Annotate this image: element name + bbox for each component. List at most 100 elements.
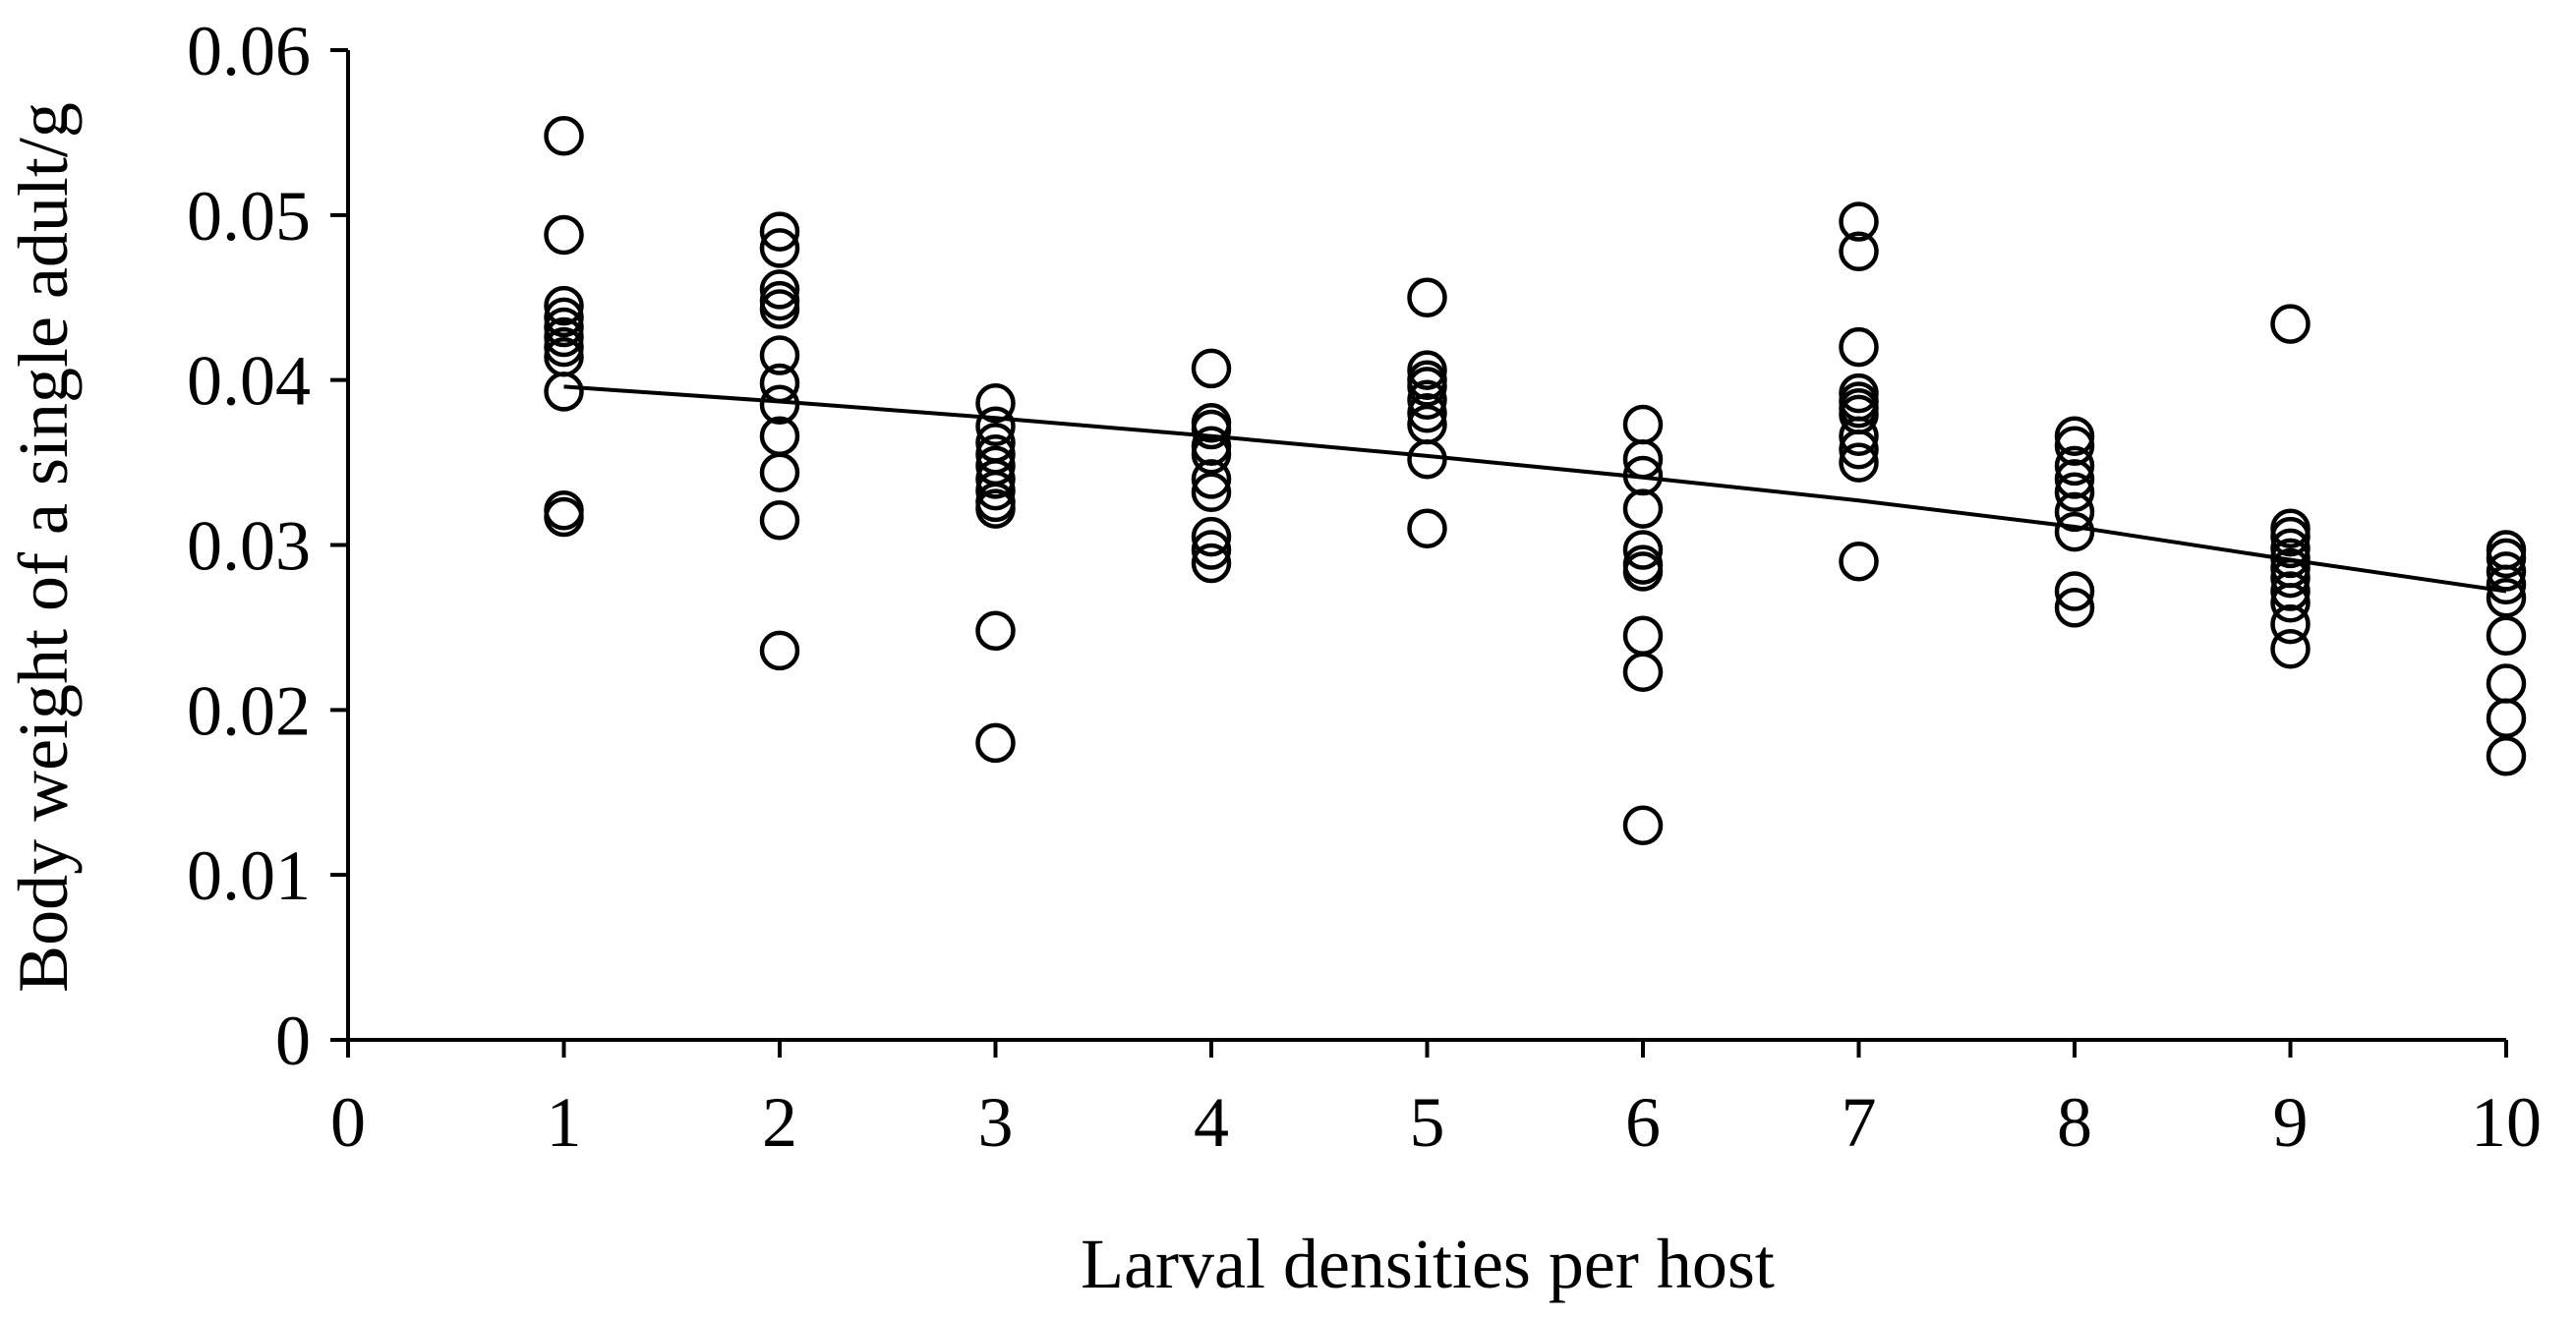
data-point: [2054, 571, 2095, 611]
data-point: [544, 285, 584, 326]
x-tick-label: 9: [2273, 1083, 2309, 1162]
data-point: [1839, 326, 1879, 368]
data-point: [2270, 571, 2311, 611]
data-point: [759, 228, 800, 268]
data-point: [1191, 348, 1232, 389]
data-point: [1407, 350, 1447, 390]
data-point: [2054, 445, 2095, 487]
data-point: [1622, 455, 1664, 496]
data-point: [1622, 615, 1664, 657]
data-point: [2054, 588, 2095, 628]
data-point: [1839, 542, 1879, 582]
data-point: [2270, 628, 2311, 669]
data-point: [1191, 543, 1232, 584]
data-point: [544, 496, 584, 538]
y-tick-label: 0.06: [187, 12, 311, 90]
data-point: [1622, 404, 1664, 445]
data-point: [1407, 367, 1447, 407]
data-point: [1839, 416, 1879, 456]
data-point: [1839, 442, 1879, 483]
x-tick-label: 8: [2057, 1083, 2092, 1162]
data-point: [1622, 805, 1664, 846]
data-point: [2054, 511, 2095, 552]
data-point: [1622, 438, 1664, 480]
data-point: [2054, 491, 2095, 533]
data-point: [544, 326, 584, 368]
y-tick-label: 0.03: [187, 507, 311, 586]
x-tick-label: 1: [547, 1083, 582, 1162]
data-point: [759, 269, 800, 310]
data-point: [2486, 615, 2527, 657]
data-point: [2486, 663, 2527, 704]
data-point: [1191, 472, 1232, 513]
data-point: [975, 610, 1016, 652]
data-point: [1407, 508, 1447, 548]
data-point: [2270, 538, 2311, 579]
y-tick-label: 0: [275, 1002, 311, 1080]
data-point: [2270, 528, 2311, 569]
data-point: [759, 363, 800, 404]
data-point: [759, 452, 800, 492]
x-tick-label: 6: [1625, 1083, 1661, 1162]
data-point: [2270, 557, 2311, 599]
data-point: [544, 316, 584, 358]
x-tick-label: 4: [1194, 1083, 1229, 1162]
data-point: [1622, 551, 1664, 592]
data-point: [2054, 426, 2095, 467]
data-point: [1407, 392, 1447, 433]
data-point: [1407, 379, 1447, 421]
x-axis-title: Larval densities per host: [1081, 1225, 1775, 1303]
data-point: [2486, 698, 2527, 738]
data-point: [544, 116, 584, 156]
trendline: [563, 384, 2507, 594]
data-point: [544, 297, 584, 338]
data-point: [1191, 530, 1232, 570]
data-point: [975, 459, 1016, 499]
data-point: [975, 382, 1016, 424]
data-point: [975, 722, 1016, 764]
y-axis-title: Body weight of a single adult/g: [4, 102, 83, 993]
data-point: [2270, 603, 2311, 645]
y-tick-label: 0.05: [187, 177, 311, 256]
data-point: [2486, 736, 2527, 776]
data-point: [975, 406, 1016, 446]
data-point: [2486, 551, 2527, 592]
data-point: [1622, 652, 1664, 692]
data-point: [975, 488, 1016, 529]
data-point: [759, 211, 800, 252]
data-point: [1839, 231, 1879, 272]
data-point: [2054, 416, 2095, 456]
data-point: [2270, 516, 2311, 557]
axis-ticks: 0 1 2 3 4 5 6 7 8 9 10 0 0.01 0.02 0.03 0.04 0.05 0.06: [187, 12, 2542, 1162]
data-point: [2486, 530, 2527, 570]
data-point: [544, 372, 584, 412]
x-tick-label: 5: [1410, 1083, 1445, 1162]
data-point: [1839, 201, 1879, 242]
data-point: [1191, 516, 1232, 557]
x-tick-label: 2: [762, 1083, 797, 1162]
x-tick-label: 3: [978, 1083, 1014, 1162]
data-point: [1839, 429, 1879, 470]
data-point: [759, 384, 800, 426]
y-tick-label: 0.04: [187, 342, 311, 421]
data-point: [2054, 472, 2095, 513]
data-points: [544, 116, 2527, 846]
data-point: [2486, 538, 2527, 579]
data-point: [1191, 409, 1232, 450]
data-point: [1407, 438, 1447, 480]
x-tick-label: 7: [1842, 1083, 1877, 1162]
data-point: [2270, 582, 2311, 623]
data-point: [2486, 577, 2527, 618]
y-tick-label: 0.01: [187, 836, 311, 915]
data-point: [759, 335, 800, 375]
data-point: [544, 214, 584, 256]
x-tick-label: 0: [330, 1083, 366, 1162]
trendline-group: [563, 384, 2507, 594]
data-point: [1622, 530, 1664, 570]
data-point: [1191, 433, 1232, 475]
y-tick-label: 0.02: [187, 671, 311, 750]
data-point: [759, 630, 800, 671]
data-point: [1407, 277, 1447, 318]
data-point: [1191, 459, 1232, 499]
